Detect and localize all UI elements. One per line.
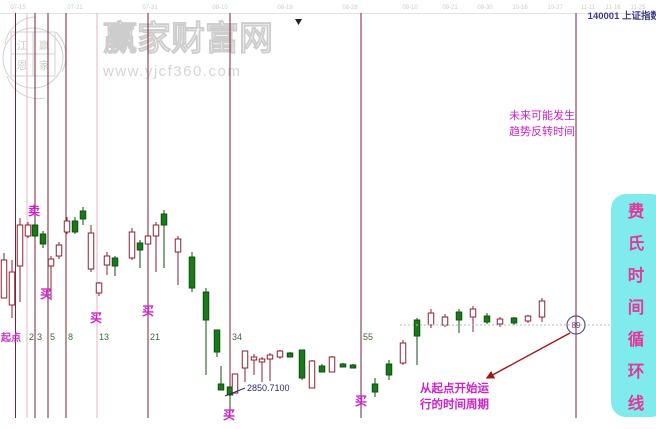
svg-text:循: 循	[628, 329, 645, 349]
svg-text:费: 费	[628, 201, 645, 221]
svg-text:线: 线	[628, 393, 645, 413]
svg-text:时: 时	[628, 266, 645, 285]
svg-text:间: 间	[628, 297, 645, 317]
svg-text:氏: 氏	[628, 234, 645, 253]
svg-text:环: 环	[628, 363, 645, 381]
